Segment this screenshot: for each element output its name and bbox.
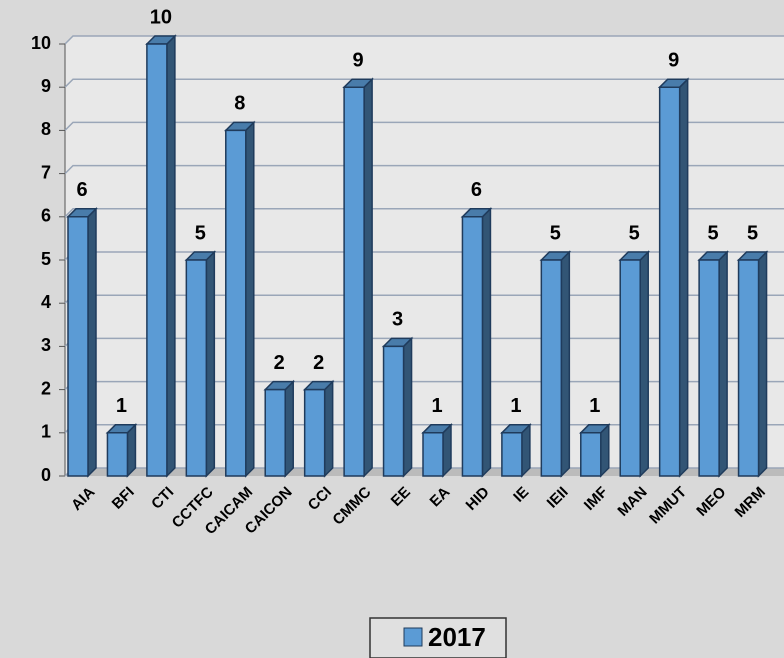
bar-front <box>422 432 444 477</box>
data-label: 5 <box>629 222 640 244</box>
data-label: 5 <box>747 222 758 244</box>
bar <box>578 422 611 478</box>
data-label: 9 <box>668 49 679 71</box>
bar-front <box>264 388 286 477</box>
bar-front <box>501 432 523 477</box>
bar-front <box>225 129 247 477</box>
bar-front <box>185 259 208 477</box>
bar <box>697 250 729 478</box>
bar-side <box>639 250 649 478</box>
bar-side <box>323 379 334 478</box>
data-label: 3 <box>392 309 403 331</box>
data-label: 6 <box>471 179 482 201</box>
bar-front <box>461 216 484 477</box>
data-label: 2 <box>313 352 324 374</box>
legend-label: 2017 <box>428 622 486 652</box>
bar-side <box>402 336 413 478</box>
data-label: 10 <box>150 6 172 28</box>
bar <box>500 422 532 478</box>
bar <box>657 77 690 478</box>
bar-side <box>87 206 97 478</box>
y-tick-label: 9 <box>41 76 51 96</box>
bar-front <box>106 432 129 477</box>
bar-front <box>619 259 641 477</box>
bar <box>381 336 414 478</box>
y-tick-label: 5 <box>41 249 51 269</box>
data-label: 1 <box>510 395 521 417</box>
bar-front <box>343 86 365 477</box>
grid-line <box>64 208 784 218</box>
bar-side <box>678 77 689 478</box>
bar-side <box>718 250 728 478</box>
data-label: 5 <box>550 222 561 244</box>
data-label: 5 <box>195 222 206 244</box>
data-label: 1 <box>431 395 442 417</box>
bar-front <box>698 259 720 477</box>
bar-side <box>284 379 294 478</box>
bar <box>184 250 217 478</box>
bar <box>460 206 493 478</box>
y-tick-label: 8 <box>41 119 51 139</box>
bar-side <box>481 206 492 478</box>
data-label: 8 <box>234 93 245 115</box>
bar-front <box>382 345 405 477</box>
y-tick-label: 6 <box>41 206 51 226</box>
bar <box>145 34 177 478</box>
grid-line <box>64 78 784 88</box>
bar-front <box>540 259 563 477</box>
bar-front <box>303 388 326 477</box>
bar-side <box>560 250 571 478</box>
bar <box>302 379 335 478</box>
bar-front <box>737 259 760 477</box>
bar-side <box>166 34 176 478</box>
bar <box>263 379 296 478</box>
bar-side <box>205 250 216 478</box>
data-label: 1 <box>116 395 127 417</box>
bar-side <box>757 250 768 478</box>
bar-side <box>245 120 255 478</box>
bar <box>342 77 374 478</box>
data-label: 9 <box>353 49 364 71</box>
bar-front <box>67 216 89 477</box>
y-tick-label: 7 <box>41 162 51 182</box>
bar <box>105 422 138 478</box>
grid-line <box>64 121 784 131</box>
bar-side <box>363 77 373 478</box>
y-tick-label: 3 <box>41 335 51 355</box>
grid-line <box>64 35 784 45</box>
data-label: 2 <box>274 352 285 374</box>
bar <box>736 250 769 478</box>
bar <box>66 206 98 478</box>
y-tick-label: 1 <box>41 422 51 442</box>
y-tick-label: 4 <box>41 292 51 312</box>
data-label: 6 <box>76 179 87 201</box>
bar <box>421 422 453 478</box>
grid-line <box>64 164 784 175</box>
legend-box <box>369 617 507 658</box>
bar-front <box>580 432 602 477</box>
legend-swatch <box>403 627 423 647</box>
bar <box>223 120 256 478</box>
bar <box>618 250 651 478</box>
data-label: 1 <box>589 395 600 417</box>
y-tick-label: 0 <box>41 465 51 485</box>
bar-front <box>146 43 168 477</box>
data-label: 5 <box>708 222 719 244</box>
bar <box>539 250 572 478</box>
y-tick-label: 10 <box>31 33 51 53</box>
bar-front <box>658 86 681 477</box>
y-tick-label: 2 <box>41 378 51 398</box>
